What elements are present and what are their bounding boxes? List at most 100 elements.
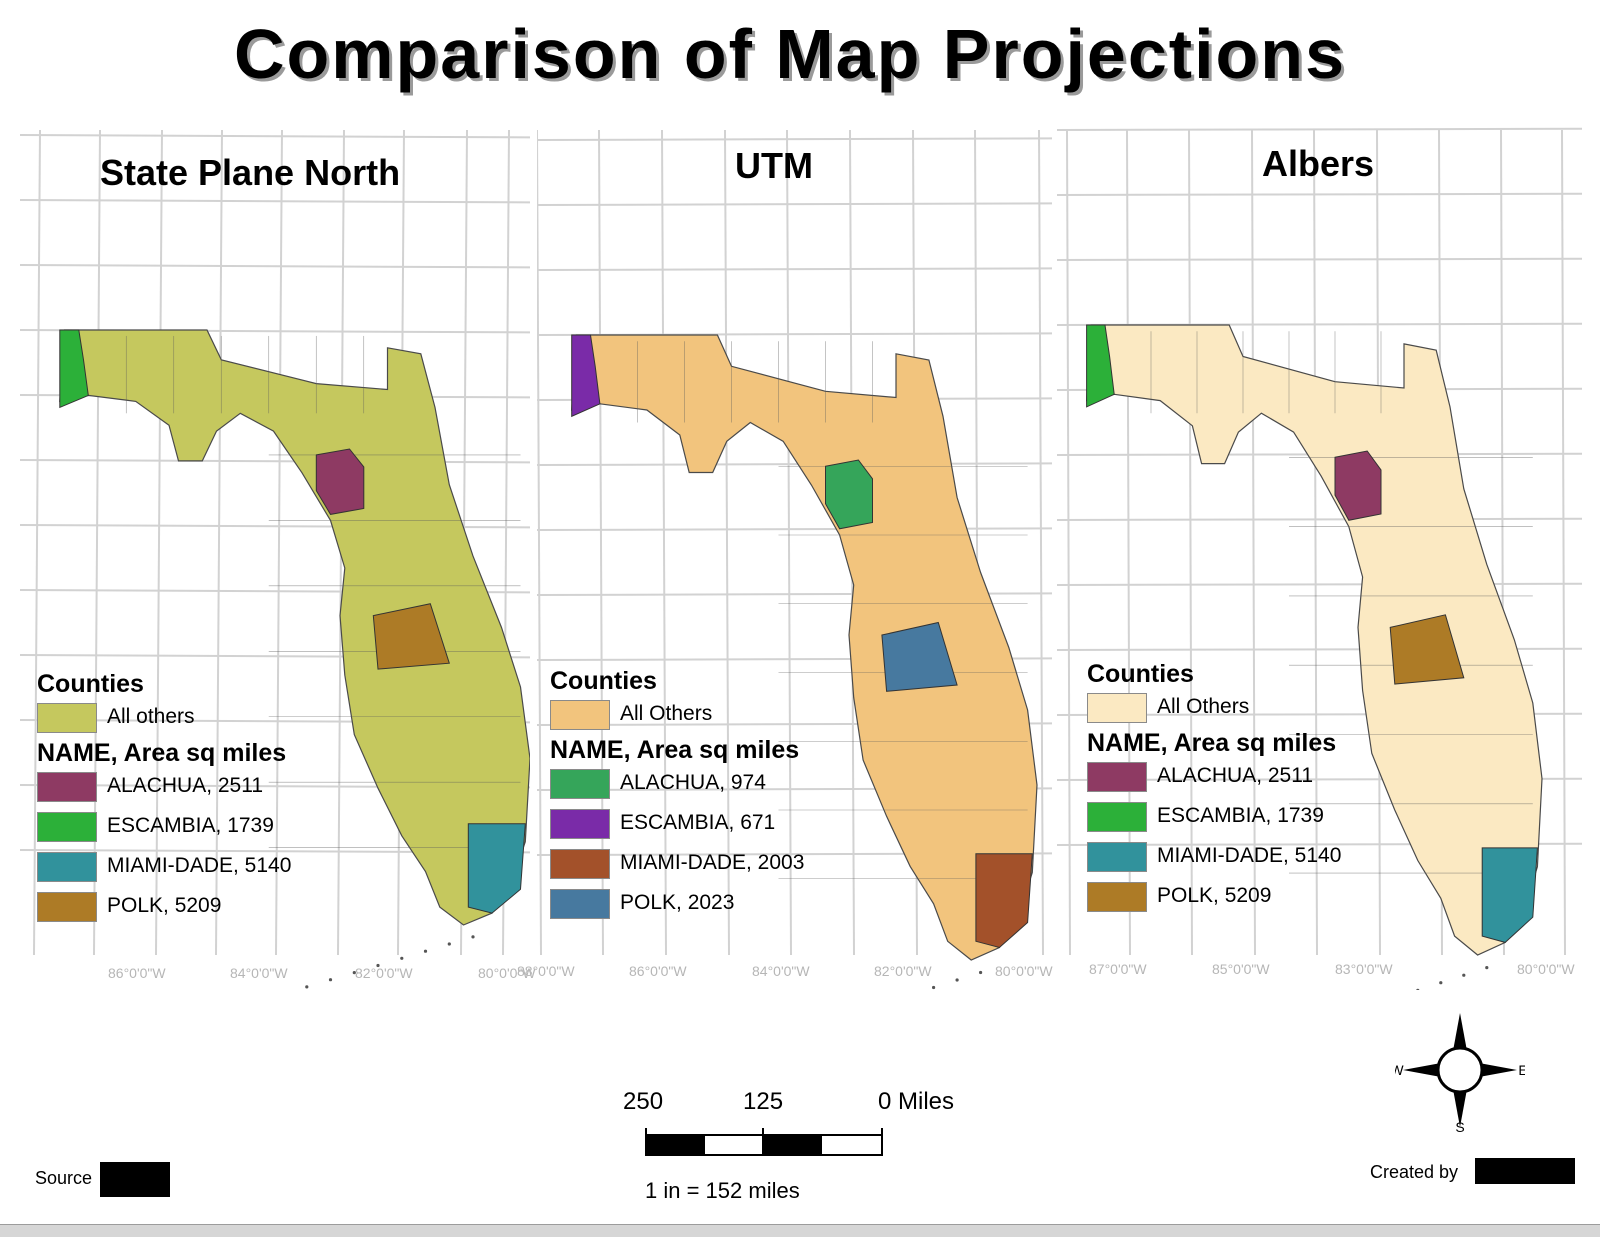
legend-swatch bbox=[1087, 802, 1147, 832]
map-title: Comparison of Map Projections bbox=[234, 15, 1346, 93]
florida-keys-island bbox=[352, 971, 356, 975]
map-frame bbox=[537, 129, 1052, 990]
longitude-label: 87°0'0"W bbox=[1089, 961, 1147, 977]
compass-s: S bbox=[1455, 1119, 1464, 1135]
legend-item-escambia: ESCAMBIA, 1739 bbox=[37, 808, 286, 848]
scale-ratio-text: 1 in = 152 miles bbox=[645, 1178, 800, 1203]
county-polk bbox=[1389, 614, 1465, 685]
legend-item-all-others: All others bbox=[37, 699, 286, 739]
legend-item-miami-dade: MIAMI-DADE, 2003 bbox=[550, 845, 804, 885]
graticule-meridian bbox=[537, 129, 542, 956]
florida-keys-island bbox=[305, 985, 309, 989]
legend-label: ALACHUA, 2511 bbox=[1157, 764, 1314, 787]
longitude-label: 86°0'0"W bbox=[108, 965, 166, 981]
credit-label: Created by bbox=[1370, 1162, 1459, 1182]
florida-keys-island bbox=[328, 978, 333, 982]
map-frame bbox=[1057, 127, 1582, 990]
graticule-parallel bbox=[537, 462, 1052, 466]
legend-item-polk: POLK, 2023 bbox=[550, 885, 799, 925]
scale-bar-graphic bbox=[645, 1128, 883, 1156]
longitude-label: 84°0'0"W bbox=[230, 965, 288, 981]
florida-map bbox=[1085, 324, 1543, 990]
legend-item-miami-dade: MIAMI-DADE, 5140 bbox=[1087, 838, 1341, 878]
graticule-parallel bbox=[537, 137, 1052, 141]
county-polk bbox=[881, 621, 958, 692]
county-escambia bbox=[1086, 324, 1115, 408]
florida-keys-island bbox=[423, 949, 428, 953]
florida-keys-island bbox=[932, 985, 936, 990]
graticule-meridian bbox=[724, 129, 730, 956]
graticule-parallel bbox=[537, 267, 1052, 271]
graticule-meridian bbox=[1188, 129, 1193, 956]
panel-title: State Plane North bbox=[100, 152, 401, 193]
florida-keys-island bbox=[376, 963, 380, 968]
legend-swatch bbox=[37, 703, 97, 733]
graticule-parallel bbox=[20, 199, 530, 204]
graticule-meridian bbox=[215, 129, 223, 956]
longitude-label: 83°0'0"W bbox=[1335, 961, 1393, 977]
county-alachua bbox=[315, 448, 365, 515]
legend-item-alachua: ALACHUA, 2511 bbox=[37, 768, 286, 808]
florida-keys-island bbox=[955, 978, 959, 982]
graticule-parallel bbox=[20, 134, 530, 139]
legend-swatch bbox=[550, 700, 610, 730]
graticule-meridian bbox=[275, 129, 283, 956]
graticule-parallel bbox=[20, 459, 530, 464]
legend: Counties All Others NAME, Area sq miles … bbox=[550, 667, 804, 925]
legend-swatch bbox=[37, 812, 97, 842]
map-frame bbox=[20, 129, 530, 989]
longitude-label: 86°0'0"W bbox=[629, 963, 687, 979]
legend-swatch bbox=[37, 772, 97, 802]
legend-swatch bbox=[1087, 693, 1147, 723]
graticule-parallel bbox=[537, 202, 1052, 206]
map-panel-utm: UTM Counties All Others NAME, Area sq mi… bbox=[517, 125, 1053, 990]
longitude-label: 82°0'0"W bbox=[355, 965, 413, 981]
graticule-meridian bbox=[1066, 129, 1071, 956]
legend-label: All others bbox=[107, 705, 195, 728]
graticule-parallel bbox=[1057, 257, 1582, 261]
legend-label: MIAMI-DADE, 2003 bbox=[620, 851, 805, 874]
florida-state-shape bbox=[571, 334, 1038, 961]
florida-keys-island bbox=[979, 970, 983, 975]
panel-title: Albers bbox=[1262, 143, 1375, 184]
graticule-meridian bbox=[155, 129, 163, 956]
legend-item-polk: POLK, 5209 bbox=[37, 888, 286, 928]
legend: Counties All Others NAME, Area sq miles … bbox=[1087, 660, 1341, 918]
scale-label: 125 bbox=[743, 1088, 784, 1115]
legend-label: POLK, 2023 bbox=[620, 891, 735, 914]
north-arrow: N S W E bbox=[1390, 990, 1527, 1140]
florida-state-shape bbox=[59, 329, 530, 926]
longitude-label: 80°0'0"W bbox=[478, 965, 536, 981]
florida-keys-island bbox=[1439, 981, 1443, 985]
compass-e: E bbox=[1518, 1062, 1525, 1078]
longitude-label: 82°0'0"W bbox=[874, 963, 932, 979]
scale-bar: 250 125 0 Miles 1 in = 152 miles bbox=[623, 1088, 975, 1210]
legend-label: POLK, 5209 bbox=[1157, 884, 1272, 907]
legend-swatch bbox=[37, 892, 97, 922]
longitude-label: 84°0'0"W bbox=[752, 963, 810, 979]
longitude-label: 80°0'0"W bbox=[1517, 961, 1575, 977]
legend-item-alachua: ALACHUA, 974 bbox=[550, 765, 799, 805]
legend-swatch bbox=[1087, 842, 1147, 872]
legend-counties-heading: Counties bbox=[550, 667, 657, 695]
scale-bar-segment bbox=[763, 1135, 822, 1155]
florida-keys-island bbox=[1462, 973, 1466, 977]
longitude-label: 80°0'0"W bbox=[995, 963, 1053, 979]
compass-w: W bbox=[1395, 1062, 1404, 1078]
graticule-meridian bbox=[1038, 129, 1044, 956]
graticule-meridian bbox=[33, 129, 41, 956]
florida-map bbox=[571, 334, 1038, 990]
florida-keys-island bbox=[447, 942, 451, 946]
graticule-meridian bbox=[786, 129, 792, 956]
legend-name-heading: NAME, Area sq miles bbox=[1087, 729, 1337, 757]
florida-keys-island bbox=[1416, 988, 1420, 990]
compass-rose-icon: N S W E bbox=[1390, 990, 1527, 1135]
redacted-box bbox=[1475, 1158, 1575, 1184]
legend-label: All Others bbox=[1157, 695, 1250, 718]
legend-item-polk: POLK, 5209 bbox=[1087, 878, 1336, 918]
legend-swatch bbox=[550, 849, 610, 879]
county-alachua bbox=[825, 459, 873, 530]
legend-swatch bbox=[37, 852, 97, 882]
county-miami-dade bbox=[975, 853, 1033, 949]
source-label: Source bbox=[35, 1168, 93, 1188]
